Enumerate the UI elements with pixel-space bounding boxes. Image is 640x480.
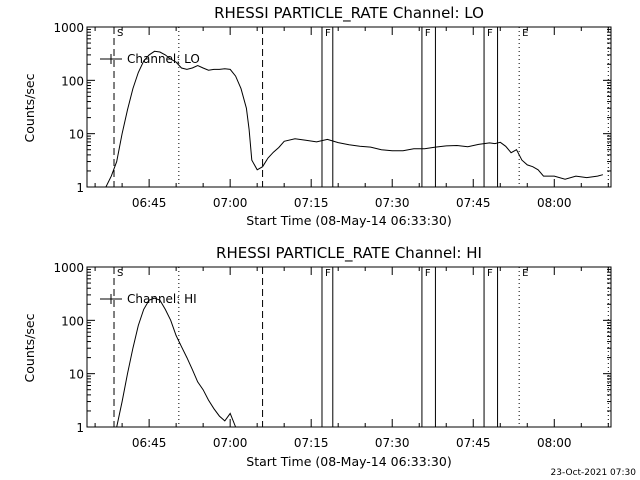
- x-tick-label: 08:00: [537, 436, 572, 450]
- y-tick-label: 1: [76, 421, 84, 435]
- series-line: [116, 297, 237, 428]
- legend: Channel: LO: [100, 52, 200, 66]
- marker-label: F: [325, 268, 331, 279]
- x-tick-label: 07:00: [213, 196, 248, 210]
- x-tick-label: 07:45: [456, 196, 491, 210]
- y-tick-label: 10: [69, 368, 84, 382]
- series-line: [100, 50, 604, 188]
- legend-label: Channel: LO: [127, 52, 200, 66]
- series-layer: [116, 297, 237, 428]
- marker-label: F: [425, 28, 431, 39]
- marker-label: S: [117, 268, 123, 279]
- marker-label: F: [487, 28, 493, 39]
- axes-frame: 1 10 100 1000 06:45 07:00 07:15 07:30 07:45 08:00: [53, 261, 612, 450]
- x-tick-label: 07:00: [213, 436, 248, 450]
- axes-frame: 1 10 100 1000 06:45 07:00 07:15 07:30 07:45 08:00: [53, 21, 612, 210]
- chart-title: RHESSI PARTICLE_RATE Channel: LO: [214, 4, 484, 23]
- series-layer: [100, 50, 604, 188]
- chart-title: RHESSI PARTICLE_RATE Channel: HI: [216, 244, 482, 263]
- y-tick-label: 100: [61, 314, 84, 328]
- marker-label: F: [487, 268, 493, 279]
- plot-frame: [86, 266, 612, 428]
- chart-panel-hi: RHESSI PARTICLE_RATE Channel: HI Start T…: [22, 244, 612, 469]
- x-tick-label: 07:30: [375, 436, 410, 450]
- y-tick-label: 1: [76, 181, 84, 195]
- footer-timestamp: 23-Oct-2021 07:30: [551, 468, 637, 478]
- x-tick-label: 06:45: [132, 196, 167, 210]
- marker-label: F: [425, 268, 431, 279]
- x-tick-label: 06:45: [132, 436, 167, 450]
- y-axis-label: Counts/sec: [22, 313, 37, 382]
- x-tick-label: 07:15: [294, 196, 329, 210]
- y-tick-label: 1000: [53, 261, 84, 275]
- x-tick-label: 07:15: [294, 436, 329, 450]
- y-tick-label: 1000: [53, 21, 84, 35]
- plot-frame: [86, 26, 612, 188]
- x-tick-label: 07:30: [375, 196, 410, 210]
- y-tick-label: 10: [69, 128, 84, 142]
- x-tick-label: 08:00: [537, 196, 572, 210]
- marker-label: F: [325, 28, 331, 39]
- x-axis-label: Start Time (08-May-14 06:33:30): [246, 454, 451, 469]
- marker-label: E: [522, 268, 528, 279]
- marker-label: E: [522, 28, 528, 39]
- y-axis-label: Counts/sec: [22, 73, 37, 142]
- chart-panel-lo: RHESSI PARTICLE_RATE Channel: LO Start T…: [22, 4, 612, 228]
- x-axis-label: Start Time (08-May-14 06:33:30): [246, 213, 451, 228]
- y-tick-label: 100: [61, 74, 84, 88]
- x-tick-label: 07:45: [456, 436, 491, 450]
- marker-label: S: [117, 28, 123, 39]
